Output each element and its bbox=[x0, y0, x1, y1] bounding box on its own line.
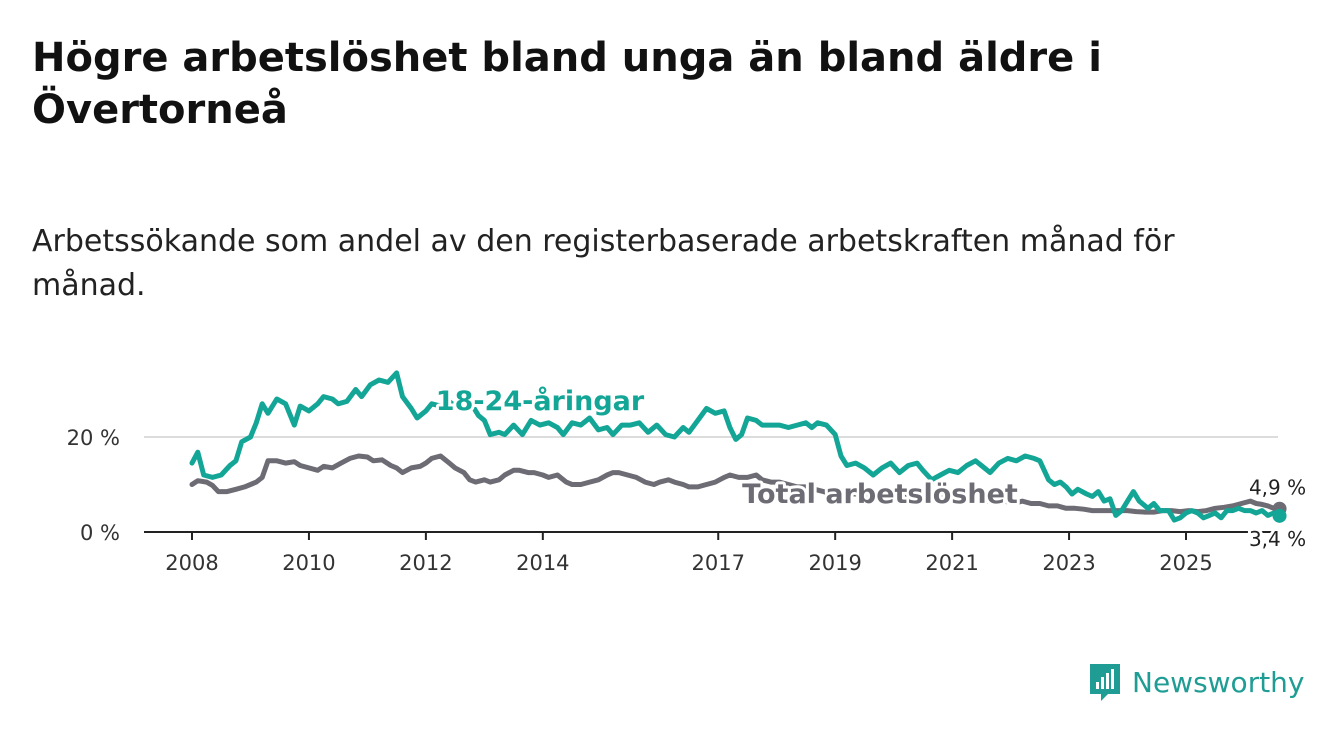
line-chart: 0 % 20 % 2008 2010 2012 2014 2017 2019 2021 2023 2… bbox=[67, 370, 1309, 575]
end-label-young: 3,4 % bbox=[1249, 527, 1306, 551]
end-point-young bbox=[1272, 508, 1287, 523]
x-tick-label: 2017 bbox=[692, 551, 745, 575]
bar-chart-icon bbox=[1090, 664, 1120, 701]
series-line-total bbox=[189, 453, 1283, 515]
x-tick-label: 2025 bbox=[1159, 551, 1212, 575]
x-tick-label: 2019 bbox=[808, 551, 861, 575]
x-tick-label: 2012 bbox=[399, 551, 452, 575]
y-tick-label: 0 % bbox=[80, 521, 120, 545]
series-labels: 18-24-åringar Total arbetslöshet 4,9 % 3,4 … bbox=[433, 382, 1309, 554]
x-tick-label: 2023 bbox=[1042, 551, 1095, 575]
series-lines bbox=[189, 370, 1287, 523]
x-tick-label: 2010 bbox=[282, 551, 335, 575]
axes: 0 % 20 % 2008 2010 2012 2014 2017 2019 2021 2023 2… bbox=[67, 426, 1278, 575]
brand-name: Newsworthy bbox=[1132, 665, 1305, 699]
x-tick-label: 2008 bbox=[165, 551, 218, 575]
x-tick-label: 2014 bbox=[516, 551, 569, 575]
end-label-total: 4,9 % bbox=[1249, 476, 1306, 500]
series-label-total: Total arbetslöshet bbox=[742, 479, 1018, 510]
chart-title: Högre arbetslöshet bland unga än bland ä… bbox=[32, 35, 1102, 133]
series-line-young bbox=[189, 370, 1283, 523]
brand[interactable]: Newsworthy bbox=[1088, 660, 1305, 704]
y-tick-label: 20 % bbox=[67, 426, 120, 450]
series-label-young: 18-24-åringar bbox=[436, 385, 645, 417]
x-tick-label: 2021 bbox=[925, 551, 978, 575]
chart-subtitle: Arbetssökande som andel av den registerb… bbox=[32, 224, 1175, 303]
